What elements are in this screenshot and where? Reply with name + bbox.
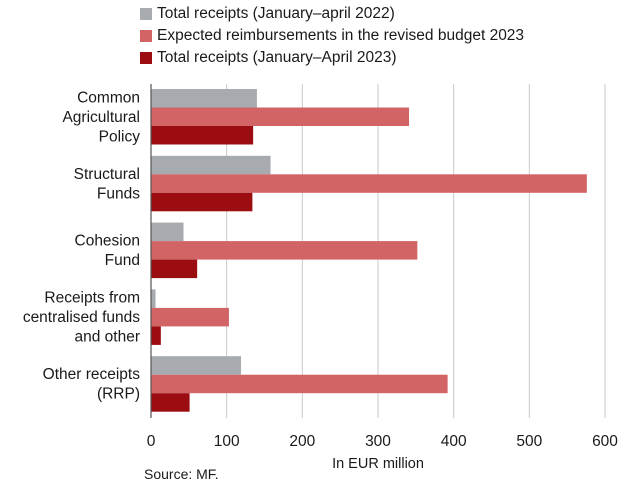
- x-tick-label-200: 200: [289, 433, 315, 450]
- legend-label-2022: Total receipts (January–april 2022): [157, 5, 395, 22]
- legend-item-2023: Total receipts (January–April 2023): [140, 47, 524, 69]
- chart-legend: Total receipts (January–april 2022) Expe…: [140, 3, 524, 69]
- legend-label-2023: Total receipts (January–April 2023): [157, 49, 397, 66]
- x-tick-label-400: 400: [441, 433, 467, 450]
- category-label-2: Cohesion Fund: [75, 233, 141, 270]
- bar-4-2: [151, 393, 190, 412]
- bar-1-2: [151, 192, 253, 212]
- category-label-line: Cohesion: [75, 233, 141, 250]
- bar-2-2: [151, 259, 198, 279]
- category-label-line: Agricultural: [62, 109, 140, 126]
- bar-2-0: [151, 222, 184, 242]
- bar-3-2: [151, 326, 161, 345]
- category-label-line: (RRP): [97, 386, 140, 403]
- bar-3-0: [151, 289, 156, 308]
- legend-label-expected: Expected reimbursements in the revised b…: [157, 27, 525, 44]
- x-tick-label-300: 300: [365, 433, 391, 450]
- bar-2-1: [151, 241, 418, 260]
- legend-item-expected: Expected reimbursements in the revised b…: [140, 25, 524, 47]
- category-label-line: Policy: [99, 128, 141, 145]
- x-tick-label-0: 0: [147, 433, 156, 450]
- category-label-line: Receipts from: [44, 290, 140, 307]
- x-tick-label-600: 600: [592, 433, 618, 450]
- bar-4-1: [151, 374, 448, 394]
- legend-swatch-expected: [140, 30, 152, 42]
- category-label-0: Common Agricultural Policy: [62, 89, 140, 145]
- bar-0-1: [151, 107, 410, 126]
- category-label-1: Structural Funds: [74, 166, 141, 203]
- legend-item-2022: Total receipts (January–april 2022): [140, 3, 524, 25]
- category-label-line: Structural: [74, 166, 140, 183]
- bar-0-0: [151, 89, 257, 108]
- bar-4-0: [151, 356, 242, 375]
- legend-swatch-2022: [140, 8, 152, 20]
- category-label-line: Fund: [105, 252, 140, 269]
- category-label-line: centralised funds: [23, 309, 140, 326]
- bar-1-1: [151, 174, 587, 193]
- bar-3-1: [151, 307, 229, 327]
- category-label-line: Other receipts: [43, 366, 141, 383]
- x-axis-label: In EUR million: [332, 456, 424, 472]
- bar-0-2: [151, 126, 254, 145]
- bar-1-0: [151, 155, 271, 175]
- x-tick-label-100: 100: [214, 433, 240, 450]
- legend-swatch-2023: [140, 52, 152, 64]
- category-label-line: Funds: [97, 185, 140, 202]
- category-label-line: and other: [75, 329, 141, 346]
- category-label-line: Common: [77, 89, 140, 106]
- x-tick-label-500: 500: [516, 433, 542, 450]
- source-note: Source: MF.: [144, 466, 219, 482]
- category-label-3: Receipts from centralised funds and other: [23, 290, 140, 346]
- category-label-4: Other receipts (RRP): [43, 366, 141, 403]
